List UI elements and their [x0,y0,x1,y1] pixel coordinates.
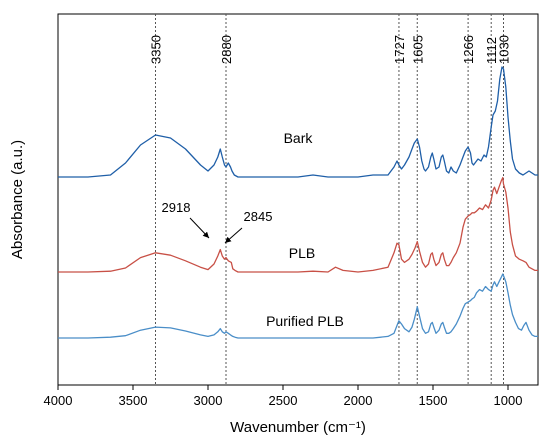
x-tick-label: 4000 [44,393,73,408]
x-tick-label: 2000 [344,393,373,408]
peak-annotation-label: 2918 [162,200,191,215]
series-line-plb [58,176,538,273]
x-tick-label: 1500 [419,393,448,408]
series-labels: Bark PLB Purified PLB [266,130,344,329]
x-axis-title: Wavenumber (cm⁻¹) [230,419,366,436]
x-tick-label: 3500 [119,393,148,408]
reference-label: 1266 [461,35,476,64]
y-axis-title: Absorbance (a.u.) [9,140,26,259]
peak-annotations: 2918 2845 [162,200,273,244]
reference-lines [155,14,504,385]
x-tick-label: 1000 [494,393,523,408]
series-label: Bark [284,130,314,146]
series-line-bark [58,66,538,178]
peak-annotation-arrow [189,217,210,239]
reference-label: 1727 [392,35,407,64]
series-label: Purified PLB [266,313,344,329]
plot-frame [57,13,539,386]
series-lines [58,66,538,339]
series-line-purified-plb [58,273,538,339]
series-label: PLB [289,245,315,261]
x-axis-ticks: 4000 3500 3000 2500 2000 1500 1000 [44,385,523,408]
peak-annotation-label: 2845 [244,209,273,224]
reference-label: 1112 [484,37,499,64]
reference-label: 2880 [219,35,234,64]
reference-label: 1030 [497,35,512,64]
reference-label: 3350 [149,35,164,64]
reference-label: 1605 [410,35,425,64]
peak-annotation-arrow [224,227,243,244]
x-tick-label: 3000 [194,393,223,408]
x-tick-label: 2500 [269,393,298,408]
